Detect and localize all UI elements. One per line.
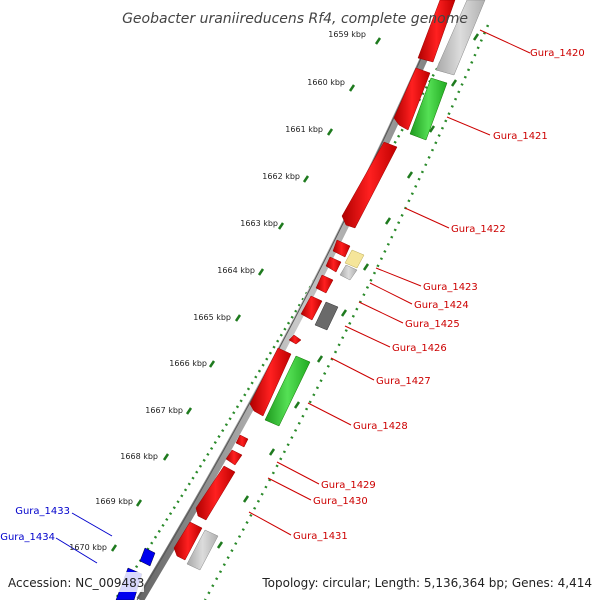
kbp-label: 1666 kbp	[169, 359, 207, 368]
kbp-tick	[162, 453, 170, 461]
gene-arrow-1426[interactable]	[288, 334, 302, 345]
gene-arrow-1423a[interactable]	[332, 239, 351, 258]
kbp-label: 1667 kbp	[145, 406, 183, 415]
gene-label[interactable]: Gura_1421	[493, 131, 548, 142]
genome-backbone	[136, 0, 455, 600]
gene-label[interactable]: Gura_1433	[15, 506, 70, 517]
footer-backdrop-left	[4, 572, 144, 592]
gene-label[interactable]: Gura_1428	[353, 421, 408, 432]
gene-label[interactable]: Gura_1426	[392, 343, 447, 354]
kbp-label: 1663 kbp	[240, 219, 278, 228]
genome-summary-text: Topology: circular; Length: 5,136,364 bp…	[261, 576, 592, 590]
gene-label[interactable]: Gura_1434	[0, 532, 55, 543]
label-leaders-right	[248, 29, 531, 536]
kbp-tick	[234, 314, 242, 322]
gene-arrow-1425a[interactable]	[315, 274, 334, 294]
kbp-label: 1668 kbp	[120, 452, 158, 461]
gene-cds-1432[interactable]	[186, 529, 219, 571]
gene-cds-1425[interactable]	[314, 301, 339, 331]
gene-arrow-1432[interactable]	[173, 521, 203, 561]
kbp-tick	[302, 175, 310, 183]
gene-label[interactable]: Gura_1423	[423, 282, 478, 293]
gene-cds-1420[interactable]	[435, 0, 486, 76]
map-title: Geobacter uraniireducens Rf4, complete g…	[122, 11, 468, 27]
footer-backdrop-right	[256, 572, 596, 592]
label-leaders-left	[55, 512, 113, 564]
gene-arrow-1424[interactable]	[325, 256, 342, 273]
gene-arrow-1421[interactable]	[393, 67, 431, 131]
gene-label[interactable]: Gura_1429	[321, 480, 376, 491]
gene-arrow-1431[interactable]	[195, 465, 236, 521]
kbp-tick	[326, 128, 334, 136]
gene-arrow-1429[interactable]	[235, 434, 249, 448]
kbp-label: 1664 kbp	[217, 266, 255, 275]
inner-scale-ring	[203, 24, 490, 600]
kbp-tick	[110, 544, 118, 552]
gene-label[interactable]: Gura_1422	[451, 224, 506, 235]
kbp-tick	[257, 268, 265, 276]
kbp-label: 1659 kbp	[328, 30, 366, 39]
kbp-label: 1660 kbp	[307, 78, 345, 87]
gene-arrow-1433[interactable]	[139, 547, 156, 567]
gene-arrow-1425[interactable]	[300, 295, 323, 321]
gene-label[interactable]: Gura_1424	[414, 300, 469, 311]
kbp-tick	[277, 222, 285, 230]
kbp-tick	[135, 499, 143, 507]
inner-tick-marks	[216, 33, 480, 549]
kbp-label: 1669 kbp	[95, 497, 133, 506]
kbp-label: 1665 kbp	[193, 313, 231, 322]
gene-label[interactable]: Gura_1430	[313, 496, 368, 507]
gene-arrow-1422[interactable]	[341, 141, 398, 229]
accession-text: Accession: NC_009483	[8, 576, 144, 590]
gene-cds-1423[interactable]	[344, 249, 365, 269]
gene-label[interactable]: Gura_1431	[293, 531, 348, 542]
kbp-labels: 1659 kbp 1660 kbp 1661 kbp 1662 kbp 1663…	[69, 30, 366, 552]
gene-label[interactable]: Gura_1427	[376, 376, 431, 387]
kbp-tick-marks	[110, 37, 382, 552]
gene-cds-1428[interactable]	[264, 355, 311, 427]
gene-cds-1424[interactable]	[339, 264, 358, 281]
kbp-tick	[348, 84, 356, 92]
gene-label[interactable]: Gura_1420	[530, 48, 585, 59]
gene-labels-right: Gura_1420 Gura_1421 Gura_1422 Gura_1423 …	[293, 48, 585, 542]
gene-arrow-1427[interactable]	[249, 347, 292, 417]
kbp-tick	[208, 360, 216, 368]
kbp-label: 1670 kbp	[69, 543, 107, 552]
kbp-tick	[374, 37, 382, 45]
gene-cds-1421[interactable]	[409, 77, 448, 141]
gene-arrow-1430[interactable]	[225, 449, 243, 466]
gene-label[interactable]: Gura_1425	[405, 319, 460, 330]
gene-arrows	[115, 0, 486, 600]
kbp-label: 1662 kbp	[262, 172, 300, 181]
kbp-tick	[185, 407, 193, 415]
kbp-label: 1661 kbp	[285, 125, 323, 134]
gene-labels-left: Gura_1433 Gura_1434	[0, 506, 70, 543]
gene-arrow-1420[interactable]	[417, 0, 456, 63]
